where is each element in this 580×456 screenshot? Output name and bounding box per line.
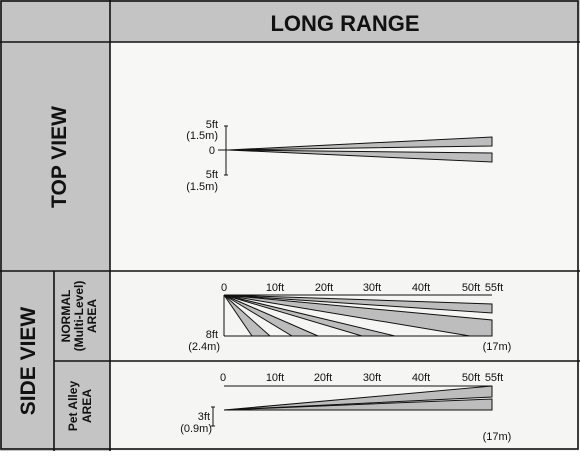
- header-cell: [110, 0, 580, 42]
- normal-beam-2: [223, 294, 493, 337]
- top-view-lower-m: (1.5m): [186, 181, 218, 193]
- side-view-label: SIDE VIEW: [17, 307, 40, 416]
- side-view-label-cell: [0, 271, 54, 451]
- normal-tick-55ft: 55ft: [485, 282, 503, 294]
- normal-beam-4: [223, 294, 319, 337]
- normal-tick-20ft: 20ft: [315, 282, 333, 294]
- pet-tick-40ft: 40ft: [412, 372, 430, 384]
- pet-beam-lower: [223, 398, 493, 411]
- pet-alley-beams: [223, 385, 493, 411]
- pet-range-m: (17m): [483, 431, 512, 443]
- normal-range-m: (17m): [483, 341, 512, 353]
- pet-tick-50ft: 50ft: [462, 372, 480, 384]
- normal-area-ticks: 0 10ft 20ft 30ft 40ft 50ft 55ft: [221, 282, 503, 294]
- normal-beam-5: [223, 294, 272, 337]
- normal-tick-10ft: 10ft: [266, 282, 284, 294]
- top-view-upper-beam: [227, 136, 493, 151]
- header-corner-cell: [0, 0, 110, 42]
- normal-area-beams: [223, 294, 493, 337]
- normal-area-label-line2: (Multi-Level): [72, 281, 86, 352]
- normal-area-label-line1: NORMAL: [59, 290, 73, 343]
- top-view-zero: 0: [209, 145, 215, 157]
- pet-beam-upper: [223, 385, 493, 411]
- normal-tick-40ft: 40ft: [412, 282, 430, 294]
- normal-tick-50ft: 50ft: [462, 282, 480, 294]
- header-title: LONG RANGE: [270, 11, 419, 36]
- top-view-label-cell: [0, 42, 110, 271]
- top-view-lower-ft: 5ft: [206, 169, 218, 181]
- pet-tick-0: 0: [220, 372, 226, 384]
- normal-tick-0: 0: [221, 282, 227, 294]
- normal-beam-1: [223, 294, 493, 314]
- top-view-upper-m: (1.5m): [186, 130, 218, 142]
- top-view-panel: [110, 42, 580, 271]
- pet-alley-label-cell: [54, 361, 110, 451]
- pet-tick-10ft: 10ft: [266, 372, 284, 384]
- pet-tick-55ft: 55ft: [485, 372, 503, 384]
- normal-tick-30ft: 30ft: [363, 282, 381, 294]
- pet-height-m: (0.9m): [180, 423, 212, 435]
- top-view-upper-ft: 5ft: [206, 119, 218, 131]
- normal-beam-3: [223, 294, 396, 337]
- pet-alley-label-line2: AREA: [80, 389, 94, 423]
- pet-tick-20ft: 20ft: [314, 372, 332, 384]
- pet-height-ft: 3ft: [198, 411, 210, 423]
- pet-alley-label-line1: Pet Alley: [66, 381, 80, 432]
- pet-alley-ticks: 0 10ft 20ft 30ft 40ft 50ft 55ft: [220, 372, 503, 384]
- pet-tick-30ft: 30ft: [363, 372, 381, 384]
- normal-area-label-line3: AREA: [85, 299, 99, 333]
- normal-height-m: (2.4m): [188, 341, 220, 353]
- top-view-lower-beam: [227, 149, 493, 163]
- normal-area-panel: [110, 271, 580, 361]
- top-view-label: TOP VIEW: [48, 106, 71, 208]
- normal-area-label-cell: [54, 271, 110, 361]
- normal-height-ft: 8ft: [206, 329, 218, 341]
